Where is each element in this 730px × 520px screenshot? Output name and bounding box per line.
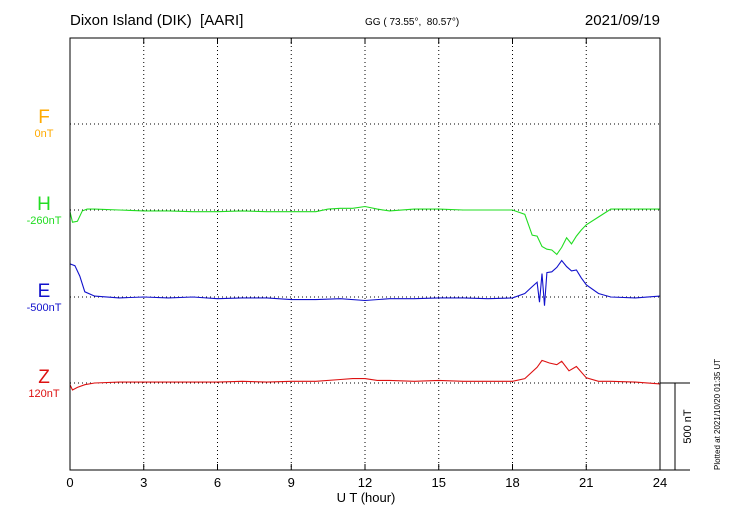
series-lines xyxy=(69,205,661,391)
x-ticks: 0 3 6 9 12 15 18 21 24 xyxy=(66,38,667,490)
channel-label-h: H -260nT xyxy=(14,195,74,228)
scale-bar: 500 nT xyxy=(660,382,694,471)
channel-f-letter: F xyxy=(38,107,50,128)
station-title: Dixon Island (DIK) [AARI] xyxy=(70,12,244,29)
x-tick-label-21: 21 xyxy=(579,475,593,490)
channel-label-f: F 0nT xyxy=(14,108,74,141)
x-axis-label: U T (hour) xyxy=(337,490,396,505)
channel-f-baseline: 0nT xyxy=(34,128,54,140)
x-tick-label-6: 6 xyxy=(214,475,221,490)
x-tick-label-9: 9 xyxy=(288,475,295,490)
geographic-coords: GG ( 73.55°, 80.57°) xyxy=(365,17,460,28)
channel-label-z: Z 120nT xyxy=(14,368,74,401)
x-tick-label-0: 0 xyxy=(66,475,73,490)
series-line-e xyxy=(69,259,661,306)
series-line-z xyxy=(69,359,661,391)
series-line-h xyxy=(69,205,660,256)
channel-h-baseline: -260nT xyxy=(26,215,62,227)
x-tick-label-15: 15 xyxy=(432,475,446,490)
x-tick-label-3: 3 xyxy=(140,475,147,490)
scale-bar-label: 500 nT xyxy=(682,409,694,444)
x-tick-label-12: 12 xyxy=(358,475,372,490)
x-tick-label-24: 24 xyxy=(653,475,667,490)
channel-label-e: E -500nT xyxy=(14,282,74,315)
channel-e-letter: E xyxy=(37,281,51,302)
channel-e-baseline: -500nT xyxy=(26,302,62,314)
plot-date: 2021/09/19 xyxy=(584,12,660,29)
channel-z-baseline: 120nT xyxy=(28,388,60,400)
x-tick-label-18: 18 xyxy=(505,475,519,490)
chart-grid xyxy=(143,38,587,470)
channel-z-letter: Z xyxy=(38,367,50,388)
channel-h-letter: H xyxy=(37,194,51,215)
plotted-timestamp: Plotted at 2021/10/20 01:35 UT xyxy=(713,358,722,470)
